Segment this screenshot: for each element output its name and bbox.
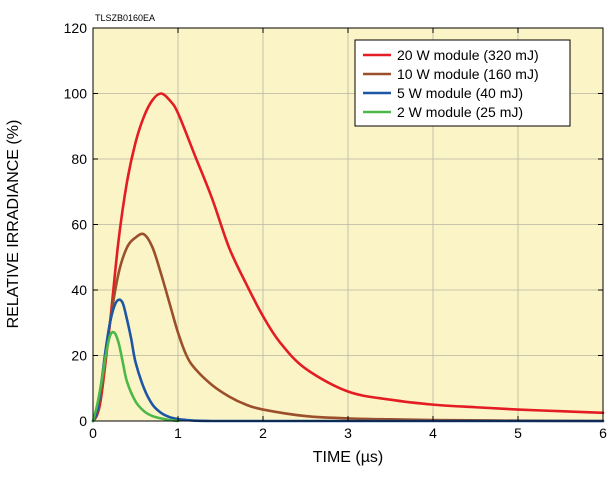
x-axis-label: TIME (µs): [313, 449, 384, 466]
y-tick-label: 60: [71, 217, 87, 233]
x-tick-label: 4: [429, 425, 437, 441]
ticks: [92, 27, 604, 422]
y-tick-label: 100: [64, 86, 88, 102]
series-line-4: [91, 330, 180, 423]
figure-code: TLSZB0160EA: [95, 13, 155, 23]
x-tick-label: 6: [599, 425, 607, 441]
y-tick-label: 120: [64, 20, 88, 36]
series-line-2: [91, 232, 605, 423]
legend: 20 W module (320 mJ) 10 W module (160 mJ)…: [354, 39, 571, 127]
legend-label-1: 20 W module (320 mJ): [397, 47, 539, 63]
x-tick-label: 1: [174, 425, 182, 441]
y-tick-label: 20: [71, 348, 87, 364]
y-tick-label: 80: [71, 151, 87, 167]
x-tick-label: 0: [89, 425, 97, 441]
series-line-1: [91, 92, 605, 423]
legend-label-2: 10 W module (160 mJ): [397, 66, 539, 82]
y-axis-label: RELATIVE IRRADIANCE (%): [5, 120, 22, 329]
legend-label-3: 5 W module (40 mJ): [397, 85, 523, 101]
x-tick-label: 3: [344, 425, 352, 441]
x-tick-label: 2: [259, 425, 267, 441]
legend-label-4: 2 W module (25 mJ): [397, 104, 523, 120]
y-tick-label: 40: [71, 282, 87, 298]
y-tick-label: 0: [79, 413, 87, 429]
x-tick-label: 5: [514, 425, 522, 441]
